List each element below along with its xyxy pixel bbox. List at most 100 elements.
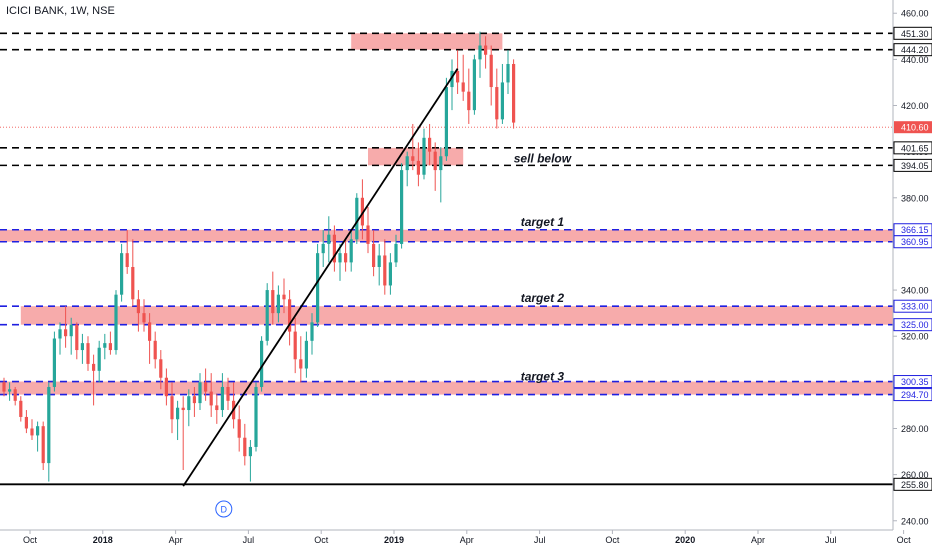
candle-body[interactable] xyxy=(19,400,23,417)
candle-body[interactable] xyxy=(512,63,516,123)
candle-body[interactable] xyxy=(327,234,331,244)
annotation-text[interactable]: target 2 xyxy=(521,291,565,305)
candle-body[interactable] xyxy=(310,322,314,341)
candle-body[interactable] xyxy=(304,340,308,369)
candle-body[interactable] xyxy=(372,243,376,267)
candle-body[interactable] xyxy=(243,437,247,457)
candle-body[interactable] xyxy=(69,324,73,337)
candle-body[interactable] xyxy=(254,386,258,447)
candle-body[interactable] xyxy=(366,225,370,244)
candle-body[interactable] xyxy=(461,82,465,92)
candle-body[interactable] xyxy=(439,156,443,171)
candle-body[interactable] xyxy=(75,324,79,351)
candle-body[interactable] xyxy=(506,63,510,83)
candle-body[interactable] xyxy=(394,243,398,263)
annotation-text[interactable]: target 3 xyxy=(521,369,565,383)
candle-body[interactable] xyxy=(456,70,460,83)
candle-body[interactable] xyxy=(192,396,196,404)
candle-body[interactable] xyxy=(484,45,488,55)
candle-body[interactable] xyxy=(248,446,252,457)
trendline[interactable] xyxy=(182,68,459,487)
candle-body[interactable] xyxy=(472,59,476,111)
price-zone[interactable] xyxy=(20,306,894,325)
candle-body[interactable] xyxy=(209,391,213,406)
candle-body[interactable] xyxy=(181,407,185,411)
candle-body[interactable] xyxy=(120,253,124,295)
candle-body[interactable] xyxy=(47,386,51,464)
price-zone[interactable] xyxy=(351,33,503,50)
price-zone[interactable] xyxy=(368,147,464,166)
candle-body[interactable] xyxy=(215,405,219,411)
candle-body[interactable] xyxy=(316,253,320,323)
dividend-event-marker[interactable] xyxy=(215,500,233,518)
candle-body[interactable] xyxy=(148,322,152,341)
candle-body[interactable] xyxy=(220,386,224,411)
candle-body[interactable] xyxy=(299,359,303,369)
candle-body[interactable] xyxy=(164,377,168,397)
candle-body[interactable] xyxy=(332,234,336,263)
candle-body[interactable] xyxy=(30,428,34,436)
candle-body[interactable] xyxy=(36,426,40,436)
candle-body[interactable] xyxy=(108,343,112,351)
candle-body[interactable] xyxy=(355,197,359,240)
candle-body[interactable] xyxy=(8,389,12,392)
price-axis-panel[interactable] xyxy=(893,0,932,550)
candle-body[interactable] xyxy=(500,82,504,120)
annotation-text[interactable]: target 1 xyxy=(521,215,565,229)
candle-body[interactable] xyxy=(2,382,6,392)
candle-body[interactable] xyxy=(24,416,28,429)
candle-body[interactable] xyxy=(288,299,292,332)
candle-body[interactable] xyxy=(64,329,68,337)
annotation-text[interactable]: sell below xyxy=(514,151,572,165)
candle-body[interactable] xyxy=(187,396,191,411)
candle-body[interactable] xyxy=(170,396,174,420)
candle-body[interactable] xyxy=(400,170,404,244)
candle-body[interactable] xyxy=(226,386,230,401)
candle-body[interactable] xyxy=(478,45,482,60)
candle-body[interactable] xyxy=(467,91,471,111)
candle-body[interactable] xyxy=(344,253,348,263)
candle-body[interactable] xyxy=(416,160,420,175)
candle-body[interactable] xyxy=(97,347,101,371)
candle-body[interactable] xyxy=(237,419,241,438)
candle-body[interactable] xyxy=(293,331,297,360)
candle-body[interactable] xyxy=(114,294,118,351)
candle-body[interactable] xyxy=(489,54,493,88)
candle-body[interactable] xyxy=(271,290,275,314)
candle-body[interactable] xyxy=(103,343,107,348)
candle-body[interactable] xyxy=(360,197,364,226)
candle-body[interactable] xyxy=(142,313,146,323)
candle-body[interactable] xyxy=(265,290,269,341)
candle-body[interactable] xyxy=(13,389,17,401)
candle-body[interactable] xyxy=(204,382,208,392)
candle-body[interactable] xyxy=(450,70,454,88)
candle-body[interactable] xyxy=(125,253,129,267)
candle-body[interactable] xyxy=(41,426,45,464)
candle-body[interactable] xyxy=(159,359,163,378)
candle-body[interactable] xyxy=(136,299,140,314)
price-zone[interactable] xyxy=(0,229,893,242)
candle-body[interactable] xyxy=(405,156,409,171)
candle-body[interactable] xyxy=(495,87,499,120)
candle-body[interactable] xyxy=(282,294,286,300)
candle-body[interactable] xyxy=(444,87,448,157)
candle-body[interactable] xyxy=(349,239,353,263)
candle-body[interactable] xyxy=(383,255,387,286)
candle-body[interactable] xyxy=(388,262,392,286)
candle-body[interactable] xyxy=(58,329,62,339)
candle-body[interactable] xyxy=(411,156,415,161)
candle-body[interactable] xyxy=(433,151,437,171)
candle-body[interactable] xyxy=(276,294,280,314)
candle-body[interactable] xyxy=(92,363,96,371)
candle-body[interactable] xyxy=(52,338,56,387)
candle-body[interactable] xyxy=(377,255,381,267)
candle-body[interactable] xyxy=(321,243,325,254)
candle-body[interactable] xyxy=(80,343,84,351)
candle-body[interactable] xyxy=(131,267,135,300)
price-zone[interactable] xyxy=(0,381,893,395)
candle-body[interactable] xyxy=(176,407,180,420)
candle-body[interactable] xyxy=(422,137,426,175)
candle-body[interactable] xyxy=(428,137,432,152)
candle-body[interactable] xyxy=(260,340,264,387)
